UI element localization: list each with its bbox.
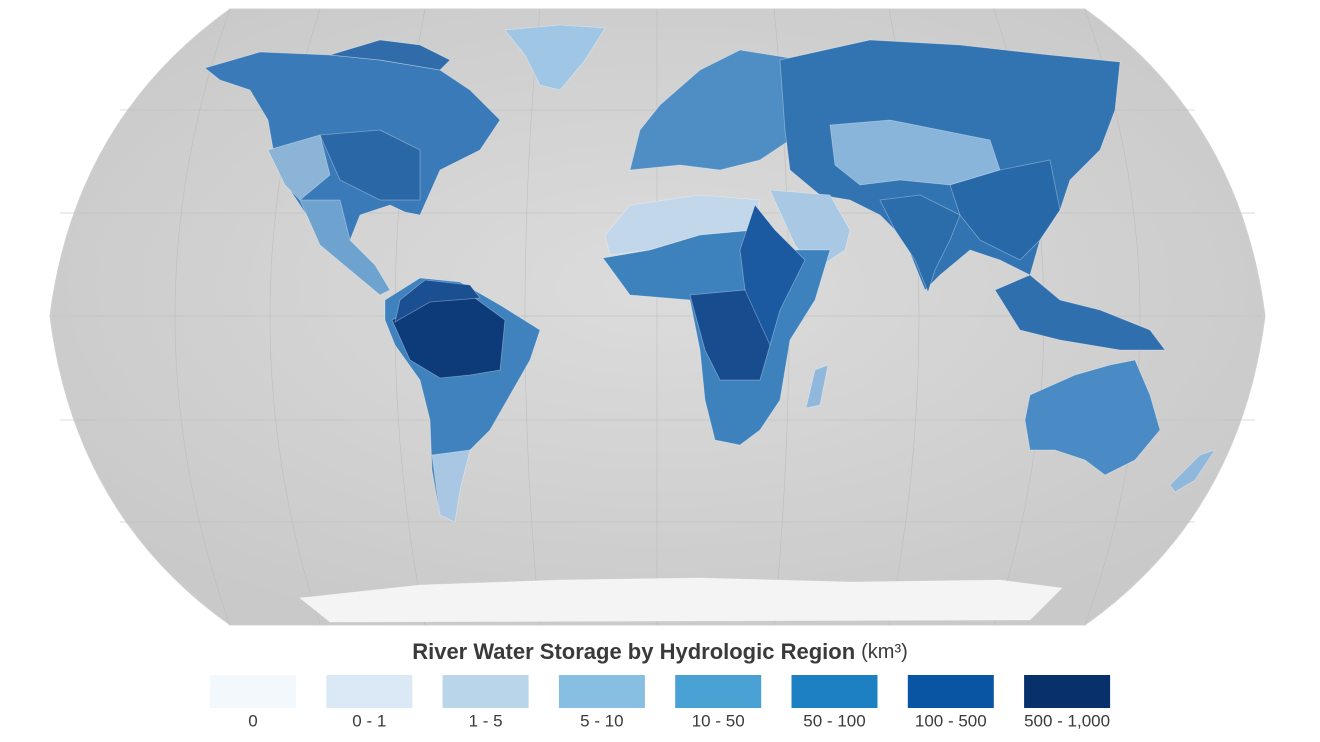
madagascar	[805, 364, 829, 409]
greenland	[504, 24, 606, 91]
legend-label: 1 - 5	[469, 711, 503, 730]
legend-label: 50 - 100	[803, 711, 865, 730]
australia	[1024, 359, 1161, 476]
legend-label: 10 - 50	[692, 711, 745, 730]
legend-swatch	[1024, 675, 1111, 708]
legend-title: River Water Storage by Hydrologic Region…	[412, 639, 908, 664]
legend-swatch	[442, 675, 529, 708]
legend-unit: (km³)	[861, 641, 908, 663]
legend-swatch	[675, 675, 762, 708]
china	[949, 159, 1061, 261]
orinoco	[394, 279, 481, 323]
mexico	[299, 199, 391, 296]
legend-swatch	[907, 675, 994, 708]
us-central	[319, 129, 421, 201]
legend-label: 500 - 1,000	[1024, 711, 1110, 730]
legend-label: 0 - 1	[352, 711, 386, 730]
us-west	[267, 134, 331, 201]
legend-label: 100 - 500	[915, 711, 987, 730]
se-asia	[994, 274, 1166, 351]
legend-swatch	[326, 675, 413, 708]
legend-title-text: River Water Storage by Hydrologic Region	[412, 639, 855, 664]
patagonia	[431, 449, 471, 523]
legend-swatch	[210, 675, 296, 708]
congo	[689, 289, 771, 381]
india	[879, 194, 961, 294]
legend-label: 0	[248, 711, 257, 730]
legend-label: 5 - 10	[580, 711, 623, 730]
continents	[204, 24, 1216, 623]
legend-swatch	[558, 675, 645, 708]
legend-swatch	[791, 675, 878, 708]
canada-east	[329, 39, 451, 71]
new-zealand	[1169, 449, 1216, 493]
legend: 0 0 - 1 1 - 5 5 - 10 10 - 50 50 - 100 100 - 50…	[210, 675, 1110, 730]
antarctica	[298, 577, 1063, 623]
